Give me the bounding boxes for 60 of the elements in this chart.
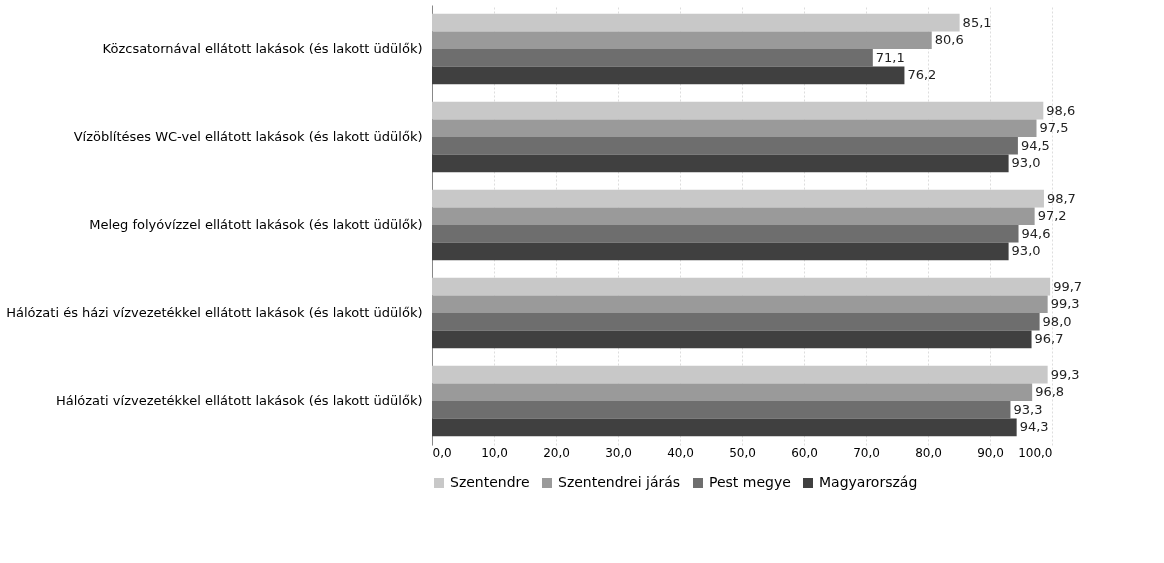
bar bbox=[432, 31, 932, 49]
bar bbox=[432, 207, 1035, 225]
data-label: 97,2 bbox=[1037, 208, 1067, 224]
data-label: 85,1 bbox=[962, 14, 992, 30]
x-tick-label: 50,0 bbox=[729, 445, 756, 460]
y-tick-label: Közcsatornával ellátott lakások (és lakott üdülők) bbox=[102, 41, 423, 56]
bar bbox=[432, 242, 1009, 261]
data-label: 71,1 bbox=[875, 49, 905, 65]
bar bbox=[432, 383, 1033, 401]
x-tick-label: 80,0 bbox=[915, 445, 942, 460]
data-label: 99,7 bbox=[1053, 278, 1083, 294]
bar bbox=[432, 277, 1051, 296]
bar bbox=[432, 365, 1048, 384]
data-label: 99,3 bbox=[1050, 366, 1080, 382]
legend-label: Pest megye bbox=[709, 474, 791, 490]
legend-label: Magyarország bbox=[819, 474, 918, 490]
data-label: 96,8 bbox=[1035, 384, 1065, 400]
data-label: 93,0 bbox=[1011, 155, 1041, 171]
y-tick-label: Hálózati és házi vízvezetékkel ellátott lakások (és lakott üdülők) bbox=[6, 305, 423, 320]
y-tick-label: Hálózati vízvezetékkel ellátott lakások (és lakott üdülők) bbox=[55, 393, 423, 408]
bar bbox=[432, 225, 1019, 243]
bar bbox=[432, 401, 1011, 419]
x-tick-label: 30,0 bbox=[605, 445, 632, 460]
bar bbox=[432, 137, 1018, 155]
bar bbox=[432, 189, 1044, 208]
x-tick-label: 40,0 bbox=[667, 445, 694, 460]
legend-label: Szentendre bbox=[450, 474, 530, 490]
bar bbox=[432, 313, 1040, 331]
data-label: 99,3 bbox=[1050, 296, 1080, 312]
x-tick-label: 20,0 bbox=[543, 445, 570, 460]
x-tick-label: 100,0 bbox=[1018, 445, 1053, 460]
bar bbox=[432, 418, 1017, 437]
legend-label: Szentendrei járás bbox=[558, 474, 681, 490]
data-label: 94,6 bbox=[1021, 225, 1051, 241]
data-label: 94,5 bbox=[1020, 137, 1050, 153]
data-label: 93,0 bbox=[1011, 243, 1041, 259]
x-tick-label: 60,0 bbox=[791, 445, 818, 460]
data-label: 80,6 bbox=[934, 32, 964, 48]
x-tick-label: 10,0 bbox=[481, 445, 508, 460]
data-label: 98,7 bbox=[1046, 190, 1076, 206]
bar bbox=[432, 13, 960, 32]
bar bbox=[432, 295, 1048, 313]
data-label: 76,2 bbox=[907, 67, 937, 83]
bar bbox=[432, 66, 905, 85]
x-tick-label: 0,0 bbox=[432, 445, 452, 460]
data-label: 98,0 bbox=[1042, 313, 1072, 329]
bar bbox=[432, 330, 1032, 349]
bar bbox=[432, 49, 873, 67]
bar bbox=[432, 119, 1037, 137]
y-tick-label: Vízöblítéses WC-vel ellátott lakások (és lakott üdülők) bbox=[73, 129, 423, 144]
y-tick-label: Meleg folyóvízzel ellátott lakások (és lakott üdülők) bbox=[89, 217, 423, 232]
data-label: 98,6 bbox=[1046, 102, 1076, 118]
x-tick-label: 70,0 bbox=[853, 445, 880, 460]
data-label: 97,5 bbox=[1039, 120, 1069, 136]
bar bbox=[432, 101, 1044, 120]
data-label: 93,3 bbox=[1013, 401, 1043, 417]
bar bbox=[432, 154, 1009, 173]
data-label: 94,3 bbox=[1019, 419, 1049, 435]
data-label: 96,7 bbox=[1034, 331, 1064, 347]
x-tick-label: 90,0 bbox=[977, 445, 1004, 460]
